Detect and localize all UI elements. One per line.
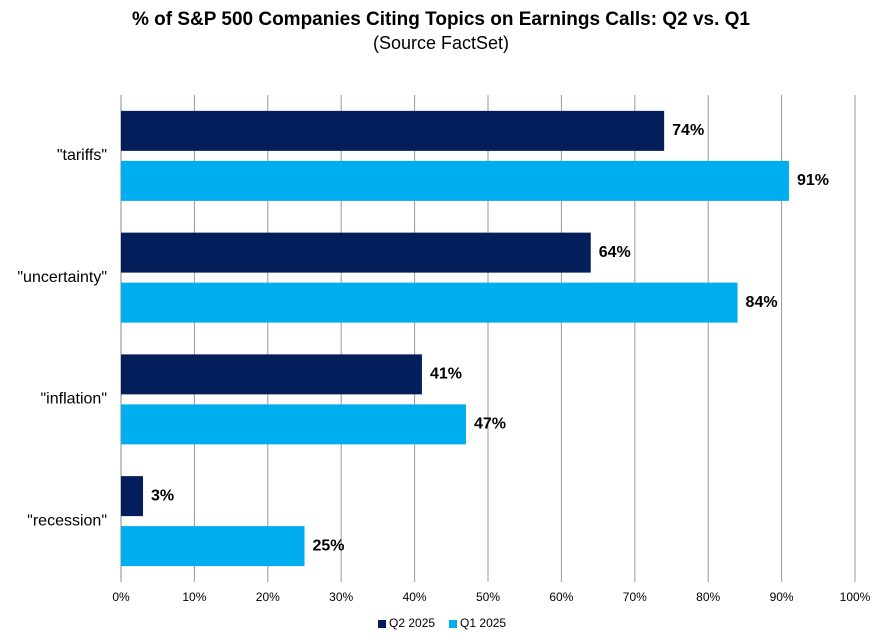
x-tick-label: 100% <box>840 590 871 604</box>
chart-title: % of S&P 500 Companies Citing Topics on … <box>132 9 750 30</box>
value-label: 41% <box>430 366 462 383</box>
value-label: 91% <box>797 172 829 189</box>
chart-subtitle: (Source FactSet) <box>373 33 509 53</box>
value-label: 47% <box>474 416 506 433</box>
x-tick-label: 10% <box>182 590 206 604</box>
x-tick-label: 70% <box>623 590 647 604</box>
y-tick-label: "inflation" <box>40 391 107 408</box>
y-tick-label: "tariffs" <box>57 147 107 164</box>
x-tick-label: 20% <box>256 590 280 604</box>
value-label: 25% <box>313 537 345 554</box>
value-label: 64% <box>599 244 631 261</box>
y-tick-label: "recession" <box>27 512 107 529</box>
bar <box>121 282 738 323</box>
x-tick-label: 50% <box>476 590 500 604</box>
bar <box>121 232 591 273</box>
value-label: 84% <box>746 294 778 311</box>
x-tick-label: 40% <box>403 590 427 604</box>
y-tick-label: "uncertainty" <box>17 269 107 286</box>
bar <box>121 476 144 517</box>
legend-swatch <box>449 620 458 628</box>
legend-label: Q1 2025 <box>460 616 506 630</box>
x-tick-label: 30% <box>329 590 353 604</box>
bar <box>121 160 789 201</box>
bar <box>121 526 305 567</box>
bar <box>121 404 466 445</box>
bar <box>121 110 665 151</box>
x-tick-label: 90% <box>770 590 794 604</box>
legend-label: Q2 2025 <box>389 616 435 630</box>
value-label: 74% <box>672 122 704 139</box>
bar <box>121 354 422 395</box>
legend-swatch <box>378 620 386 628</box>
value-label: 3% <box>151 487 174 504</box>
x-tick-label: 80% <box>696 590 720 604</box>
x-tick-label: 0% <box>112 590 130 604</box>
x-tick-label: 60% <box>549 590 573 604</box>
